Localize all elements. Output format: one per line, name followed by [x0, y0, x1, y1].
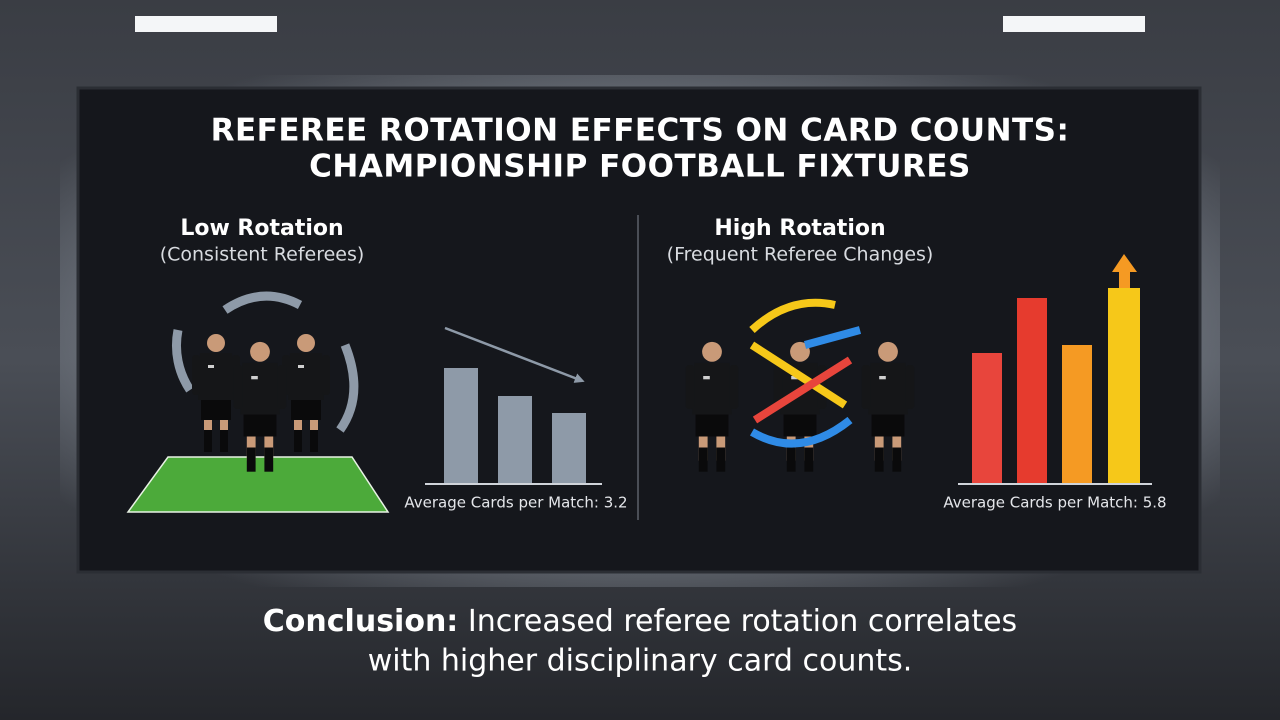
rotation-arrow: [222, 291, 303, 314]
bar: [552, 413, 586, 484]
swap-arrow: [749, 298, 836, 333]
conclusion-label: Conclusion:: [263, 604, 459, 639]
swap-arrow: [749, 416, 853, 448]
ceiling-light: [1003, 16, 1145, 32]
panel-subheading: (Frequent Referee Changes): [667, 244, 934, 266]
title-line: CHAMPIONSHIP FOOTBALL FIXTURES: [309, 149, 971, 185]
up-arrow: [1112, 254, 1137, 288]
rotation-arrow: [336, 343, 359, 433]
panel-subheading: (Consistent Referees): [160, 244, 365, 266]
bar: [972, 353, 1002, 484]
trend-arrow: [444, 326, 585, 383]
bar: [498, 396, 532, 484]
bar: [1108, 288, 1140, 484]
conclusion-text: Increased referee rotation correlates: [468, 604, 1017, 639]
panel-caption: Average Cards per Match: 5.8: [943, 494, 1166, 512]
pitch: [126, 456, 390, 513]
swap-arrow: [752, 356, 853, 424]
conclusion-line: with higher disciplinary card counts.: [368, 644, 913, 679]
bar: [444, 368, 478, 484]
conclusion-line: Conclusion: Increased referee rotation c…: [263, 604, 1017, 639]
title-line: REFEREE ROTATION EFFECTS ON CARD COUNTS:: [211, 113, 1070, 149]
swap-arrow: [803, 326, 862, 349]
panel-heading: Low Rotation: [180, 216, 343, 241]
bar: [1062, 345, 1092, 484]
rotation-arrow: [172, 329, 194, 393]
swap-arrow: [749, 341, 848, 409]
panel-heading: High Rotation: [714, 216, 885, 241]
ceiling-light: [135, 16, 277, 32]
bar: [1017, 298, 1047, 484]
panel-caption: Average Cards per Match: 3.2: [404, 494, 627, 512]
